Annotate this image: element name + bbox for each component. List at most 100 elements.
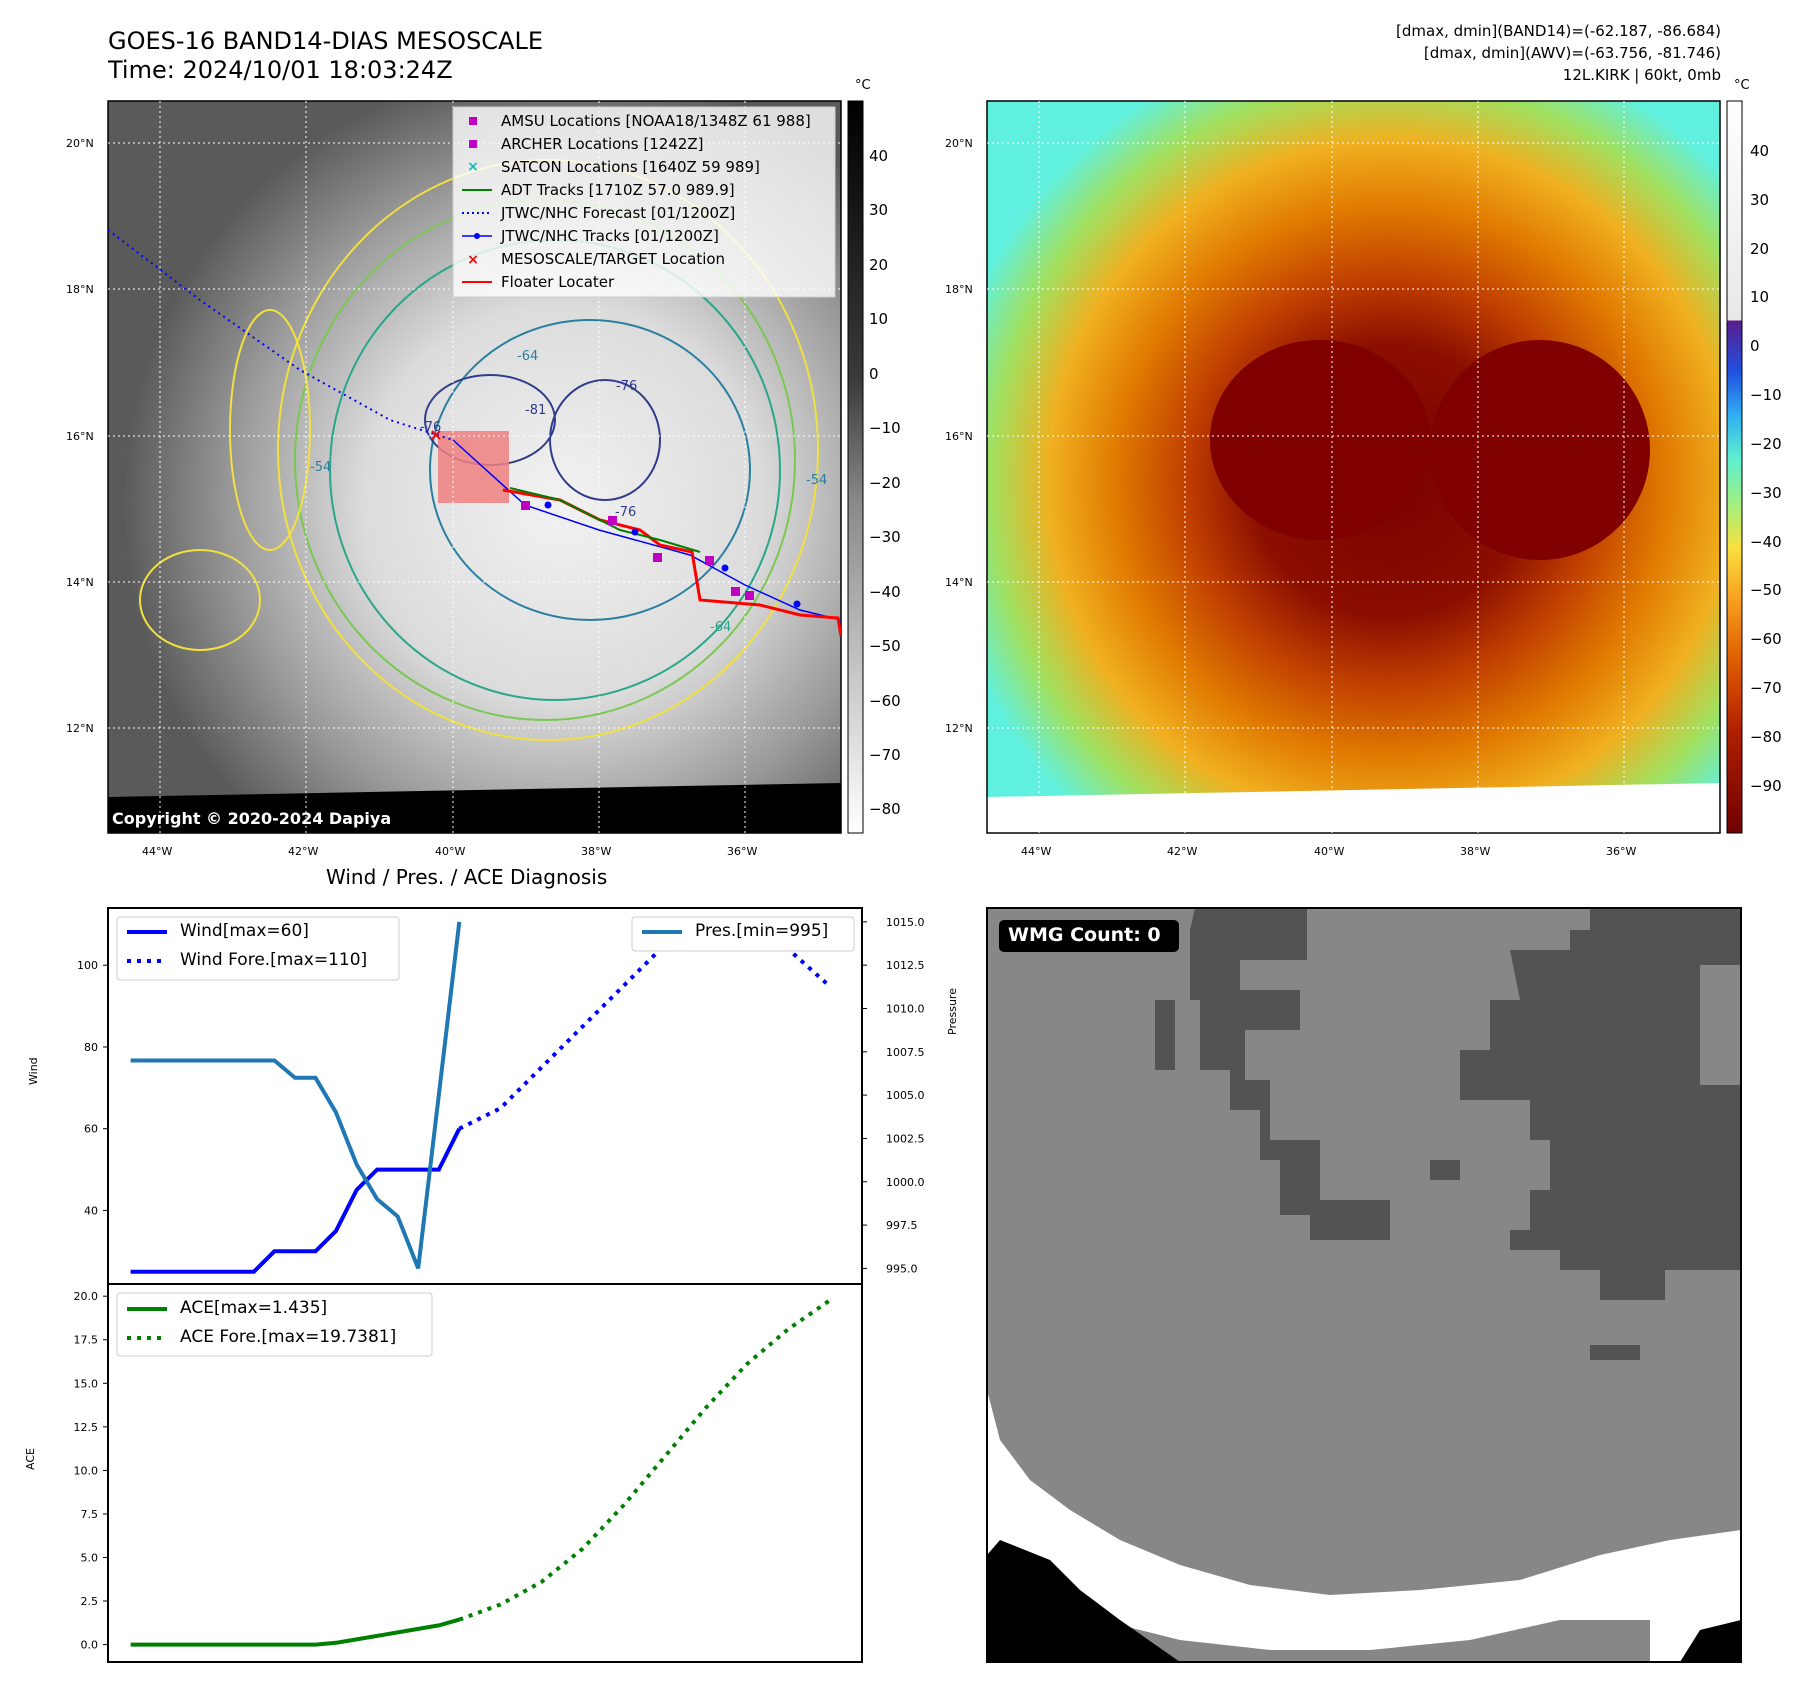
ace-tick-label: 10.0 <box>74 1464 99 1477</box>
contour-label: -54 <box>310 460 332 475</box>
pressure-tick-label: 1000.0 <box>886 1176 925 1189</box>
legend-adt: ADT Tracks [1710Z 57.0 989.9] <box>501 181 735 199</box>
pressure-tick-label: 1007.5 <box>886 1046 925 1059</box>
ace-axis-label: ACE <box>24 1448 37 1470</box>
lat-label: 20°N <box>945 137 973 150</box>
cbar-tick: −20 <box>869 474 901 492</box>
legend-ace: ACE[max=1.435] <box>180 1298 328 1318</box>
cbar-tick: 20 <box>1750 240 1770 258</box>
ace-tick-label: 20.0 <box>74 1290 99 1303</box>
legend-amsu: AMSU Locations [NOAA18/1348Z 61 988] <box>501 112 811 130</box>
pressure-tick-label: 1005.0 <box>886 1089 925 1102</box>
wind-tick-label: 40 <box>84 1204 98 1217</box>
legend-wind-forecast: Wind Fore.[max=110] <box>180 950 368 970</box>
cbar-tick: −40 <box>869 583 901 601</box>
lat-label: 18°N <box>66 283 94 296</box>
cbar-tick: 30 <box>869 201 889 219</box>
legend-satcon: SATCON Locations [1640Z 59 989] <box>501 158 760 176</box>
lat-label: 14°N <box>945 576 973 589</box>
pressure-tick-label: 1002.5 <box>886 1132 925 1145</box>
lat-label: 12°N <box>945 722 973 735</box>
left-map-legend-symbols: × × <box>462 117 492 283</box>
lon-label: 36°W <box>727 845 758 858</box>
lat-label: 16°N <box>945 430 973 443</box>
wind-tick-label: 80 <box>84 1041 98 1054</box>
pressure-tick-label: 1012.5 <box>886 959 925 972</box>
pressure-axis-label: Pressure <box>946 988 959 1035</box>
ace-tick-label: 5.0 <box>81 1551 99 1564</box>
contour-label: -64 <box>517 349 539 364</box>
cbar-tick: 10 <box>1750 288 1770 306</box>
pressure-tick-label: 1015.0 <box>886 916 925 929</box>
cbar-tick: −10 <box>1750 386 1782 404</box>
lat-label: 16°N <box>66 430 94 443</box>
cbar-tick: −90 <box>1750 777 1782 795</box>
wmg-count-label: WMG Count: 0 <box>1008 924 1161 946</box>
ace-tick-label: 7.5 <box>81 1508 99 1521</box>
legend-jtwc-tracks: JTWC/NHC Tracks [01/1200Z] <box>501 227 719 245</box>
info-line1: [dmax, dmin](BAND14)=(-62.187, -86.684) <box>1396 22 1721 40</box>
figure-title-line1: GOES-16 BAND14-DIAS MESOSCALE <box>108 27 544 55</box>
cbar-tick: −60 <box>869 692 901 710</box>
ace-tick-label: 15.0 <box>74 1377 99 1390</box>
series-wind-fore <box>458 922 831 1131</box>
svg-text:×: × <box>429 425 442 444</box>
lon-label: 36°W <box>1606 845 1637 858</box>
pressure-tick-label: 1010.0 <box>886 1002 925 1015</box>
cbar-tick: −30 <box>1750 484 1782 502</box>
svg-text:×: × <box>467 252 479 268</box>
left-map-frame <box>107 100 842 834</box>
lon-label: 42°W <box>288 845 319 858</box>
lat-label: 12°N <box>66 722 94 735</box>
legend-pressure: Pres.[min=995] <box>695 921 829 941</box>
cbar-tick: −80 <box>869 800 901 818</box>
wind-tick-label: 100 <box>77 959 98 972</box>
cbar-tick: −10 <box>869 419 901 437</box>
cbar-tick: 10 <box>869 310 889 328</box>
left-map-tracks: × <box>108 229 841 637</box>
figure-title-line2: Time: 2024/10/01 18:03:24Z <box>108 56 453 84</box>
lon-label: 40°W <box>1314 845 1345 858</box>
ace-panel-frame <box>107 1283 863 1663</box>
ace-tick-label: 12.5 <box>74 1421 99 1434</box>
cbar-tick: −70 <box>1750 679 1782 697</box>
lon-label: 40°W <box>435 845 466 858</box>
lat-label: 14°N <box>66 576 94 589</box>
lon-label: 38°W <box>581 845 612 858</box>
cbar-tick: 0 <box>1750 337 1760 355</box>
svg-text:×: × <box>467 159 479 175</box>
info-line2: [dmax, dmin](AWV)=(-63.756, -81.746) <box>1423 44 1721 62</box>
series-ace-fore <box>458 1299 831 1622</box>
left-colorbar <box>847 100 864 834</box>
right-map-imagery <box>987 101 1720 833</box>
ace-legend-box <box>116 1292 433 1357</box>
cbar-tick: −50 <box>1750 581 1782 599</box>
series-ace <box>130 1617 460 1647</box>
legend-jtwc-forecast: JTWC/NHC Forecast [01/1200Z] <box>501 204 736 222</box>
wind-axis-label: Wind <box>27 1057 40 1085</box>
left-colorbar-unit: °C <box>855 78 871 93</box>
diagnosis-title: Wind / Pres. / ACE Diagnosis <box>326 865 608 889</box>
legend-archer: ARCHER Locations [1242Z] <box>501 135 704 153</box>
legend-wind: Wind[max=60] <box>180 921 309 941</box>
legend-target: MESOSCALE/TARGET Location <box>501 250 726 268</box>
series-pres <box>130 921 462 1270</box>
lon-label: 44°W <box>142 845 173 858</box>
lat-label: 20°N <box>66 137 94 150</box>
cbar-tick: −40 <box>1750 533 1782 551</box>
adt-line <box>509 487 701 553</box>
cbar-tick: 40 <box>869 147 889 165</box>
pressure-tick-label: 995.0 <box>886 1262 918 1275</box>
info-line3: 12L.KIRK | 60kt, 0mb <box>1562 66 1721 84</box>
ace-tick-label: 0.0 <box>81 1639 99 1652</box>
cbar-tick: 30 <box>1750 191 1770 209</box>
lon-label: 38°W <box>1460 845 1491 858</box>
pressure-legend-box <box>631 916 855 952</box>
target-box <box>438 431 509 503</box>
contour-label: -64 <box>710 620 732 635</box>
lat-label: 18°N <box>945 283 973 296</box>
cbar-tick: −30 <box>869 528 901 546</box>
